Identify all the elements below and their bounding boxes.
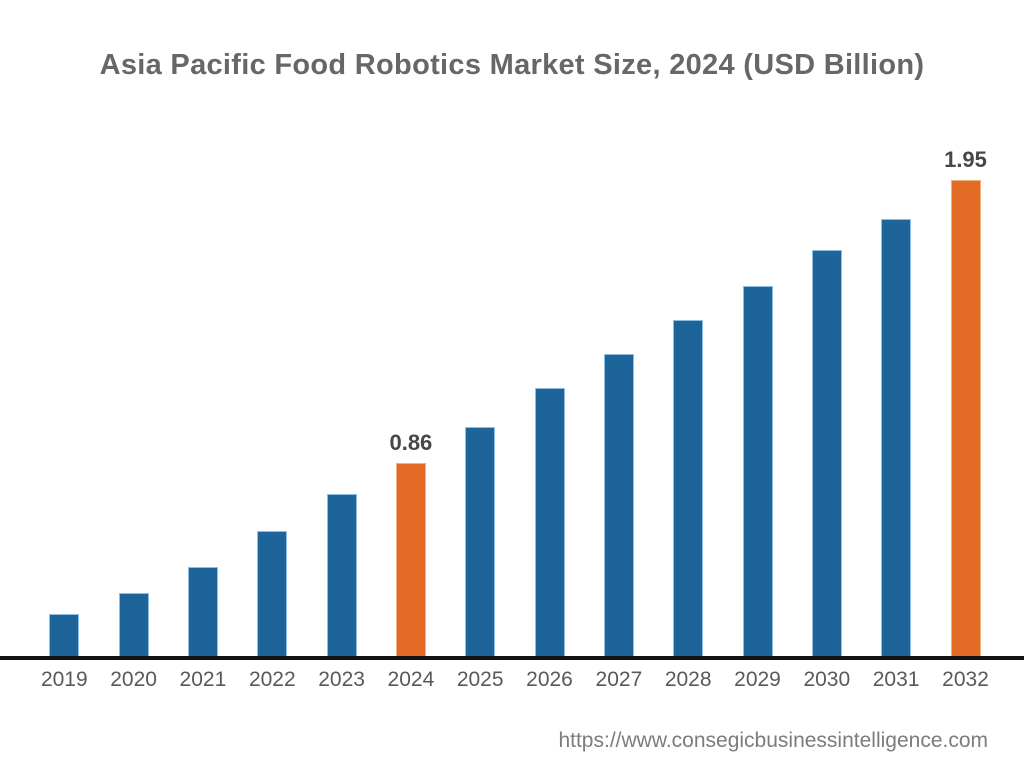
x-tick-2020: 2020 (110, 668, 157, 691)
bar-2027 (603, 354, 634, 657)
value-label-2024: 0.86 (389, 430, 433, 455)
bar-2028 (673, 320, 704, 657)
bar-2020 (118, 593, 149, 657)
bar-2031 (881, 219, 912, 657)
x-tick-2019: 2019 (40, 668, 88, 691)
chart-title: Asia Pacific Food Robotics Market Size, … (99, 49, 925, 81)
x-tick-2027: 2027 (595, 668, 643, 691)
x-tick-2029: 2029 (734, 668, 781, 691)
source-url: https://www.consegicbusinessintelligence… (558, 729, 988, 752)
bar-2022 (257, 531, 288, 657)
bar-2025 (465, 427, 496, 657)
x-tick-2030: 2030 (803, 668, 851, 691)
x-tick-2031: 2031 (872, 668, 920, 691)
x-tick-2022: 2022 (248, 668, 296, 691)
bar-2029 (742, 286, 773, 657)
bar-2021 (187, 567, 218, 657)
x-tick-2021: 2021 (179, 668, 227, 691)
value-label-2032: 1.95 (944, 147, 987, 172)
bar-2032 (950, 180, 981, 657)
bar-2026 (534, 388, 565, 657)
x-tick-2026: 2026 (526, 668, 573, 691)
x-tick-2024: 2024 (387, 668, 435, 691)
x-tick-2032: 2032 (942, 668, 989, 691)
bar-2019 (49, 614, 80, 657)
bar-2024 (395, 463, 426, 657)
x-tick-2025: 2025 (456, 668, 504, 691)
x-axis-line (0, 656, 1024, 660)
x-tick-2028: 2028 (664, 668, 712, 691)
bar-2030 (811, 250, 842, 657)
x-tick-2023: 2023 (318, 668, 365, 691)
bar-2023 (326, 494, 357, 657)
